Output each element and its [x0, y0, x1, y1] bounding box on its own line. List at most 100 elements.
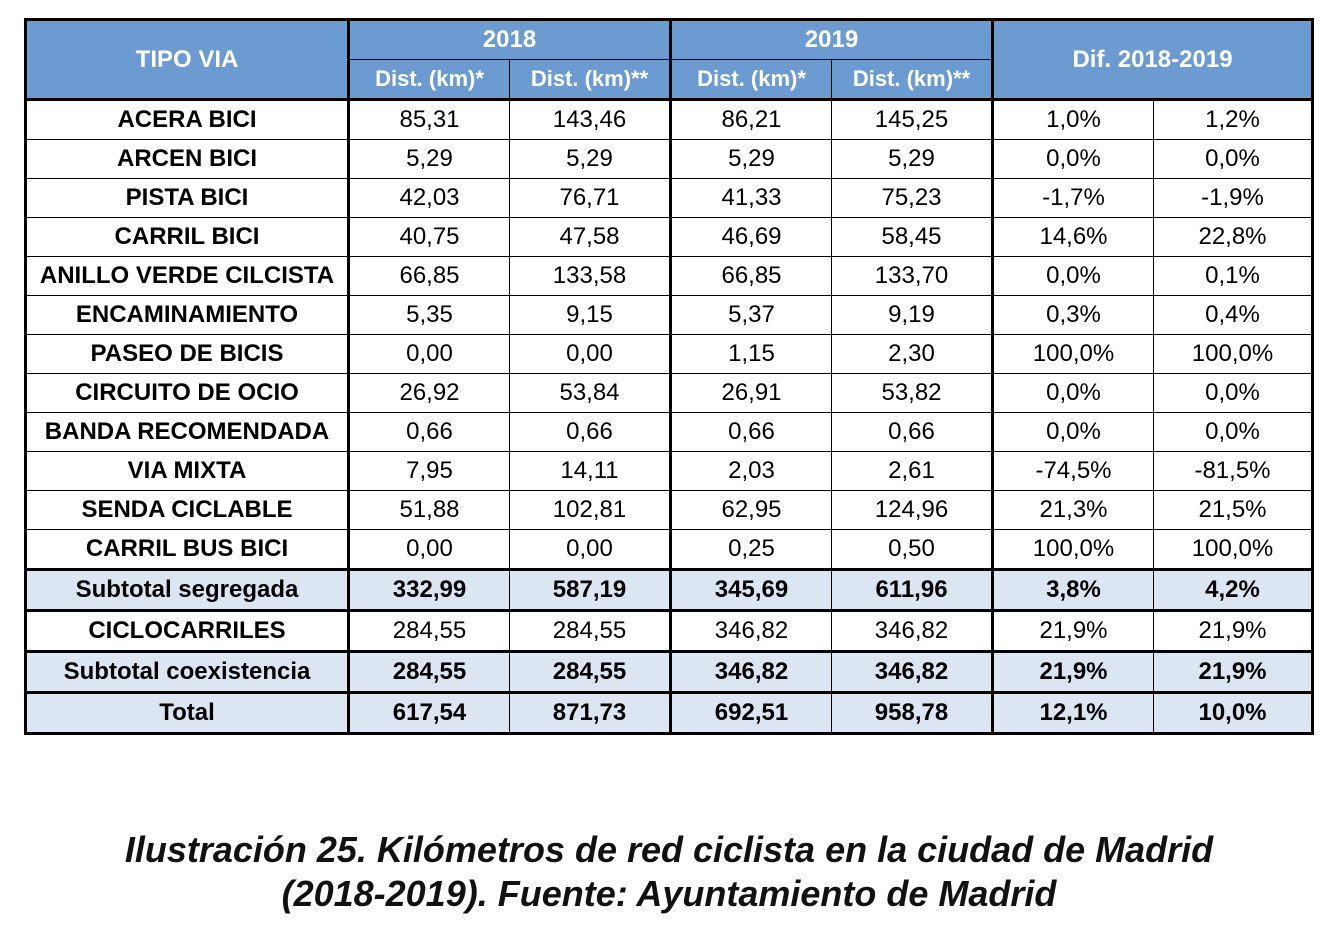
- cell-2019-star: 2,03: [670, 451, 832, 491]
- cell-2018-double-star: 133,58: [509, 256, 672, 296]
- cell-diff-double-star: 21,9%: [1153, 610, 1314, 652]
- cell-2018-double-star: 9,15: [509, 295, 672, 335]
- cell-2018-double-star: 871,73: [509, 691, 672, 735]
- cell-2019-star: 346,82: [670, 650, 832, 694]
- cell-diff-double-star: 0,4%: [1153, 295, 1314, 335]
- cell-diff-double-star: 21,9%: [1153, 650, 1314, 694]
- cell-2019-double-star: 133,70: [831, 256, 994, 296]
- cell-2019-star: 0,66: [670, 412, 832, 452]
- cell-diff-star: -1,7%: [992, 178, 1154, 218]
- cell-2018-star: 284,55: [348, 610, 510, 652]
- cell-diff-star: 21,3%: [992, 490, 1154, 530]
- table-row: PISTA BICI 42,03 76,71 41,33 75,23 -1,7%…: [24, 178, 1314, 218]
- cell-diff-star: 3,8%: [992, 568, 1154, 612]
- cell-diff-double-star: 21,5%: [1153, 490, 1314, 530]
- cell-2018-star: 0,00: [348, 529, 510, 570]
- cell-2019-star: 0,25: [670, 529, 832, 570]
- cell-diff-double-star: 0,0%: [1153, 412, 1314, 452]
- cell-2019-star: 86,21: [670, 99, 832, 140]
- cell-2018-double-star: 53,84: [509, 373, 672, 413]
- cell-2019-double-star: 0,50: [831, 529, 994, 570]
- table-row: ARCEN BICI 5,29 5,29 5,29 5,29 0,0% 0,0%: [24, 139, 1314, 179]
- subtotal-segregada-row: Subtotal segregada 332,99 587,19 345,69 …: [24, 568, 1314, 612]
- cell-2018-double-star: 143,46: [509, 99, 672, 140]
- cell-diff-star: 0,0%: [992, 256, 1154, 296]
- cell-2019-double-star: 346,82: [831, 610, 994, 652]
- table-row: PASEO DE BICIS 0,00 0,00 1,15 2,30 100,0…: [24, 334, 1314, 374]
- header-diff: Dif. 2018-2019: [992, 18, 1314, 101]
- cell-2018-double-star: 284,55: [509, 610, 672, 652]
- table-row: CIRCUITO DE OCIO 26,92 53,84 26,91 53,82…: [24, 373, 1314, 413]
- cell-2018-double-star: 0,66: [509, 412, 672, 452]
- cell-2018-star: 284,55: [348, 650, 510, 694]
- cell-2019-double-star: 346,82: [831, 650, 994, 694]
- cell-2019-star: 41,33: [670, 178, 832, 218]
- cell-2019-double-star: 958,78: [831, 691, 994, 735]
- cell-2019-star: 1,15: [670, 334, 832, 374]
- cell-2018-double-star: 0,00: [509, 334, 672, 374]
- row-label: VIA MIXTA: [24, 451, 350, 491]
- row-label: CICLOCARRILES: [24, 610, 350, 652]
- cell-diff-double-star: 0,0%: [1153, 373, 1314, 413]
- cell-2018-star: 0,66: [348, 412, 510, 452]
- table-row: SENDA CICLABLE 51,88 102,81 62,95 124,96…: [24, 490, 1314, 530]
- cell-2018-double-star: 587,19: [509, 568, 672, 612]
- row-label: CIRCUITO DE OCIO: [24, 373, 350, 413]
- cell-2019-double-star: 5,29: [831, 139, 994, 179]
- cell-2018-star: 5,35: [348, 295, 510, 335]
- cell-diff-star: 0,3%: [992, 295, 1154, 335]
- header-2018-dist-star: Dist. (km)*: [348, 59, 510, 101]
- cell-2018-star: 332,99: [348, 568, 510, 612]
- row-label: ANILLO VERDE CILCISTA: [24, 256, 350, 296]
- header-year-2018: 2018: [348, 18, 672, 60]
- row-label: CARRIL BICI: [24, 217, 350, 257]
- cell-2018-star: 42,03: [348, 178, 510, 218]
- cell-2019-star: 26,91: [670, 373, 832, 413]
- cell-diff-double-star: 0,0%: [1153, 139, 1314, 179]
- caption-line-2: (2018-2019). Fuente: Ayuntamiento de Mad…: [281, 873, 1057, 914]
- cell-2019-double-star: 2,30: [831, 334, 994, 374]
- cell-2018-star: 66,85: [348, 256, 510, 296]
- subtotal-coexistencia-row: Subtotal coexistencia 284,55 284,55 346,…: [24, 650, 1314, 694]
- header-2019-dist-star: Dist. (km)*: [670, 59, 832, 101]
- cell-diff-double-star: 0,1%: [1153, 256, 1314, 296]
- cell-2019-star: 62,95: [670, 490, 832, 530]
- cell-diff-star: 0,0%: [992, 373, 1154, 413]
- cell-2019-star: 346,82: [670, 610, 832, 652]
- cell-diff-double-star: 100,0%: [1153, 529, 1314, 570]
- cell-2018-double-star: 0,00: [509, 529, 672, 570]
- cell-diff-double-star: 22,8%: [1153, 217, 1314, 257]
- cell-2019-double-star: 611,96: [831, 568, 994, 612]
- row-label: Subtotal segregada: [24, 568, 350, 612]
- header-tipo-via: TIPO VIA: [24, 18, 350, 101]
- cell-diff-double-star: 1,2%: [1153, 99, 1314, 140]
- cell-diff-star: 12,1%: [992, 691, 1154, 735]
- cell-2018-star: 5,29: [348, 139, 510, 179]
- caption-line-1: Ilustración 25. Kilómetros de red ciclis…: [124, 829, 1214, 870]
- cell-2018-double-star: 102,81: [509, 490, 672, 530]
- cell-2019-star: 66,85: [670, 256, 832, 296]
- cell-diff-double-star: 100,0%: [1153, 334, 1314, 374]
- cell-2018-double-star: 76,71: [509, 178, 672, 218]
- table-row: BANDA RECOMENDADA 0,66 0,66 0,66 0,66 0,…: [24, 412, 1314, 452]
- cell-diff-star: 100,0%: [992, 334, 1154, 374]
- cell-diff-double-star: -81,5%: [1153, 451, 1314, 491]
- cell-2019-double-star: 9,19: [831, 295, 994, 335]
- row-label: PISTA BICI: [24, 178, 350, 218]
- row-label: CARRIL BUS BICI: [24, 529, 350, 570]
- cell-diff-star: 14,6%: [992, 217, 1154, 257]
- header-year-2019: 2019: [670, 18, 994, 60]
- cell-2018-star: 617,54: [348, 691, 510, 735]
- cell-diff-double-star: 4,2%: [1153, 568, 1314, 612]
- row-label: ENCAMINAMIENTO: [24, 295, 350, 335]
- figure-caption: Ilustración 25. Kilómetros de red ciclis…: [0, 828, 1338, 916]
- cell-2019-double-star: 75,23: [831, 178, 994, 218]
- header-2019-dist-double-star: Dist. (km)**: [831, 59, 994, 101]
- row-label: PASEO DE BICIS: [24, 334, 350, 374]
- row-label: BANDA RECOMENDADA: [24, 412, 350, 452]
- cell-diff-star: -74,5%: [992, 451, 1154, 491]
- cell-2018-star: 85,31: [348, 99, 510, 140]
- cell-2019-double-star: 58,45: [831, 217, 994, 257]
- cell-2019-double-star: 2,61: [831, 451, 994, 491]
- cell-diff-star: 0,0%: [992, 139, 1154, 179]
